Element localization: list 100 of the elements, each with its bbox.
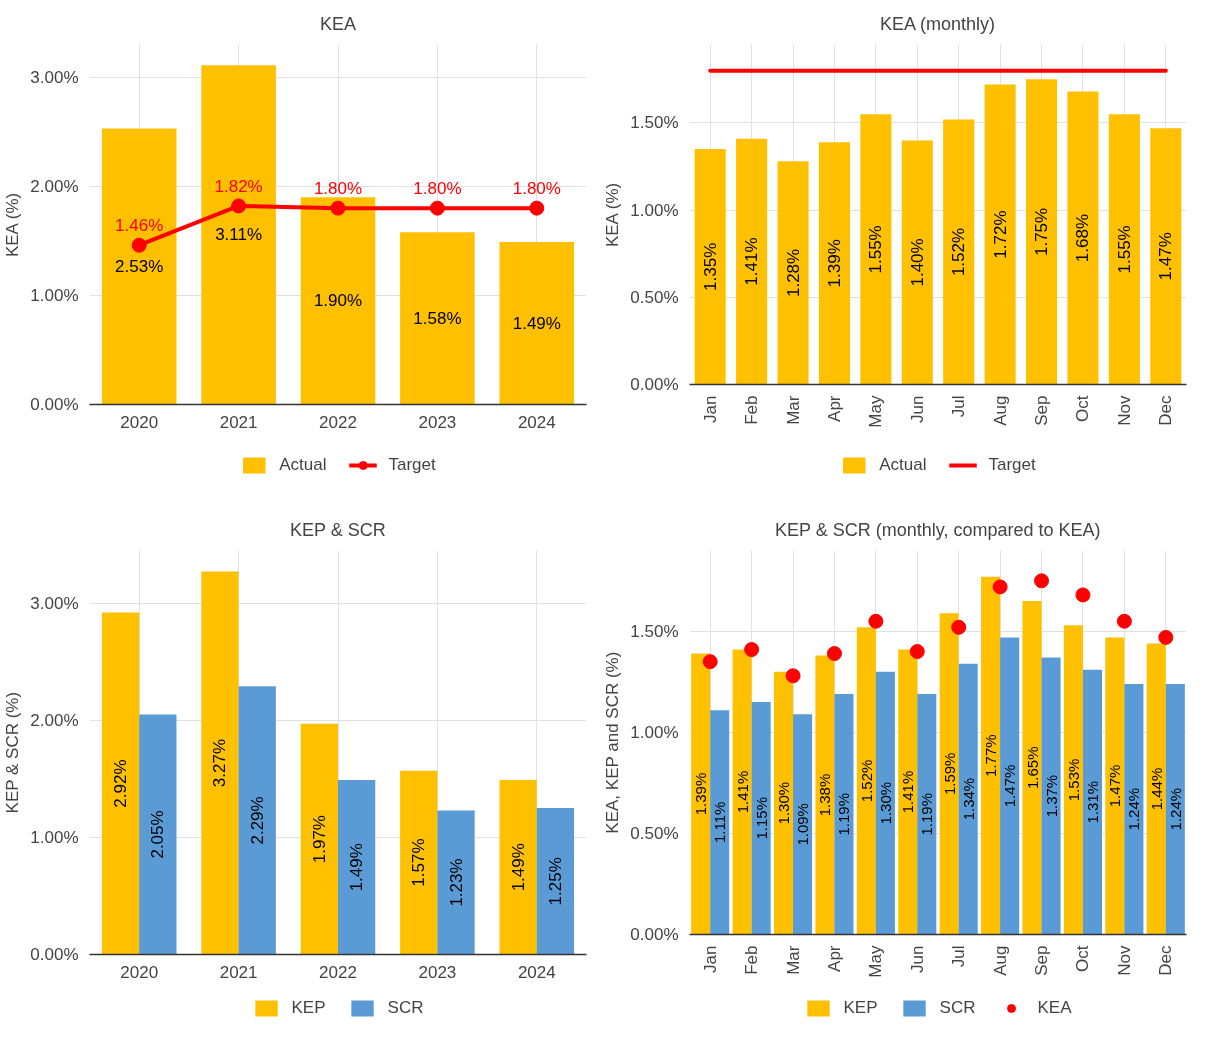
data-label: 1.41% bbox=[899, 770, 917, 814]
x-tick-label: Feb bbox=[742, 945, 762, 975]
legend-label: SCR bbox=[387, 998, 424, 1018]
data-label: 1.09% bbox=[794, 803, 812, 846]
bar bbox=[400, 770, 438, 955]
bar bbox=[773, 671, 794, 935]
data-label: 1.39% bbox=[692, 772, 710, 816]
bar bbox=[860, 114, 892, 385]
point bbox=[826, 646, 842, 662]
x-tick-label: 2020 bbox=[120, 962, 159, 982]
bar bbox=[732, 649, 752, 935]
data-label: 1.31% bbox=[1083, 780, 1101, 824]
x-tick-label: Dec bbox=[1156, 395, 1176, 426]
bar bbox=[300, 723, 338, 955]
bar bbox=[1022, 601, 1042, 935]
x-tick-label: Feb bbox=[742, 395, 762, 425]
bar bbox=[1067, 91, 1099, 385]
legend-label: Target bbox=[388, 455, 436, 475]
data-label: 1.90% bbox=[313, 291, 363, 311]
y-axis-title: KEP & SCR (%) bbox=[3, 691, 23, 814]
x-tick-label: 2024 bbox=[517, 962, 556, 982]
point bbox=[785, 668, 801, 684]
point bbox=[1116, 613, 1132, 629]
data-label: 1.38% bbox=[816, 773, 834, 817]
bar bbox=[694, 149, 726, 385]
legend-label: SCR bbox=[939, 998, 976, 1018]
data-label: 1.19% bbox=[918, 792, 936, 836]
data-label: 1.52% bbox=[949, 227, 969, 277]
y-tick-label: 3.00% bbox=[30, 67, 79, 87]
x-tick-label: Jun bbox=[907, 945, 927, 973]
bar bbox=[400, 232, 475, 405]
bar bbox=[437, 810, 475, 955]
point bbox=[429, 200, 445, 216]
data-label: 1.25% bbox=[545, 857, 565, 906]
x-tick-label: Mar bbox=[783, 945, 803, 975]
y-tick-label: 0.00% bbox=[30, 945, 79, 964]
data-label: 2.53% bbox=[115, 257, 164, 276]
x-tick-label: 2021 bbox=[219, 962, 258, 982]
data-label: 1.30% bbox=[775, 781, 793, 825]
data-label: 1.58% bbox=[413, 308, 462, 328]
bar bbox=[710, 710, 730, 935]
point bbox=[529, 200, 545, 216]
x-tick-label: 2024 bbox=[517, 412, 556, 432]
data-label: 1.28% bbox=[783, 248, 803, 298]
chart-title: KEP & SCR (monthly, compared to KEA) bbox=[775, 519, 1101, 540]
data-label: 1.15% bbox=[752, 797, 770, 840]
x-tick-label: May bbox=[866, 945, 886, 978]
bar bbox=[818, 142, 850, 385]
y-tick-label: 0.00% bbox=[630, 375, 679, 394]
data-label: 2.29% bbox=[247, 796, 267, 845]
bar bbox=[898, 649, 918, 935]
x-tick-label: Apr bbox=[824, 395, 844, 422]
legend-label: KEP bbox=[843, 998, 878, 1018]
x-tick-label: Jan bbox=[700, 945, 720, 973]
data-label: 1.24% bbox=[1125, 787, 1143, 831]
legend-label: Actual bbox=[879, 455, 927, 475]
y-tick-label: 1.00% bbox=[30, 285, 79, 305]
data-label: 2.05% bbox=[148, 810, 168, 859]
point bbox=[868, 613, 884, 629]
bar bbox=[736, 138, 768, 385]
data-label: 1.80% bbox=[512, 179, 561, 199]
data-label: 1.75% bbox=[1032, 207, 1052, 257]
y-axis-title: KEA (%) bbox=[603, 182, 623, 248]
data-label: 1.41% bbox=[742, 237, 762, 286]
y-tick-label: 1.50% bbox=[630, 621, 679, 641]
x-tick-label: Dec bbox=[1156, 945, 1176, 976]
point bbox=[992, 579, 1008, 595]
x-tick-label: 2020 bbox=[120, 412, 159, 432]
bar bbox=[101, 128, 177, 405]
bar bbox=[238, 686, 276, 955]
y-tick-label: 1.50% bbox=[630, 113, 679, 133]
point bbox=[744, 642, 760, 658]
x-tick-label: Jul bbox=[949, 395, 969, 418]
bar bbox=[1124, 683, 1144, 935]
legend-label: Target bbox=[988, 455, 1036, 475]
bar bbox=[875, 671, 895, 935]
bar bbox=[300, 197, 376, 405]
data-label: 1.49% bbox=[347, 843, 367, 892]
legend-label: KEA bbox=[1037, 998, 1072, 1018]
bar bbox=[201, 65, 276, 405]
data-label: 1.59% bbox=[940, 752, 958, 796]
y-tick-label: 1.00% bbox=[630, 200, 679, 220]
data-label: 1.49% bbox=[512, 313, 561, 333]
point bbox=[951, 619, 967, 635]
data-label: 1.40% bbox=[907, 238, 927, 287]
data-label: 2.92% bbox=[111, 759, 131, 808]
bar bbox=[981, 576, 1001, 935]
data-label: 1.46% bbox=[115, 216, 164, 236]
x-tick-label: Oct bbox=[1073, 395, 1093, 422]
y-tick-label: 2.00% bbox=[30, 176, 79, 196]
bar bbox=[856, 627, 876, 935]
x-tick-label: 2022 bbox=[319, 412, 357, 432]
point bbox=[330, 200, 346, 216]
data-label: 1.49% bbox=[508, 843, 528, 892]
data-label: 1.52% bbox=[857, 759, 875, 803]
x-tick-label: 2023 bbox=[418, 962, 457, 982]
y-tick-label: 2.00% bbox=[30, 710, 79, 730]
bar bbox=[939, 613, 959, 935]
x-tick-label: Aug bbox=[990, 945, 1010, 976]
bar bbox=[834, 693, 854, 935]
